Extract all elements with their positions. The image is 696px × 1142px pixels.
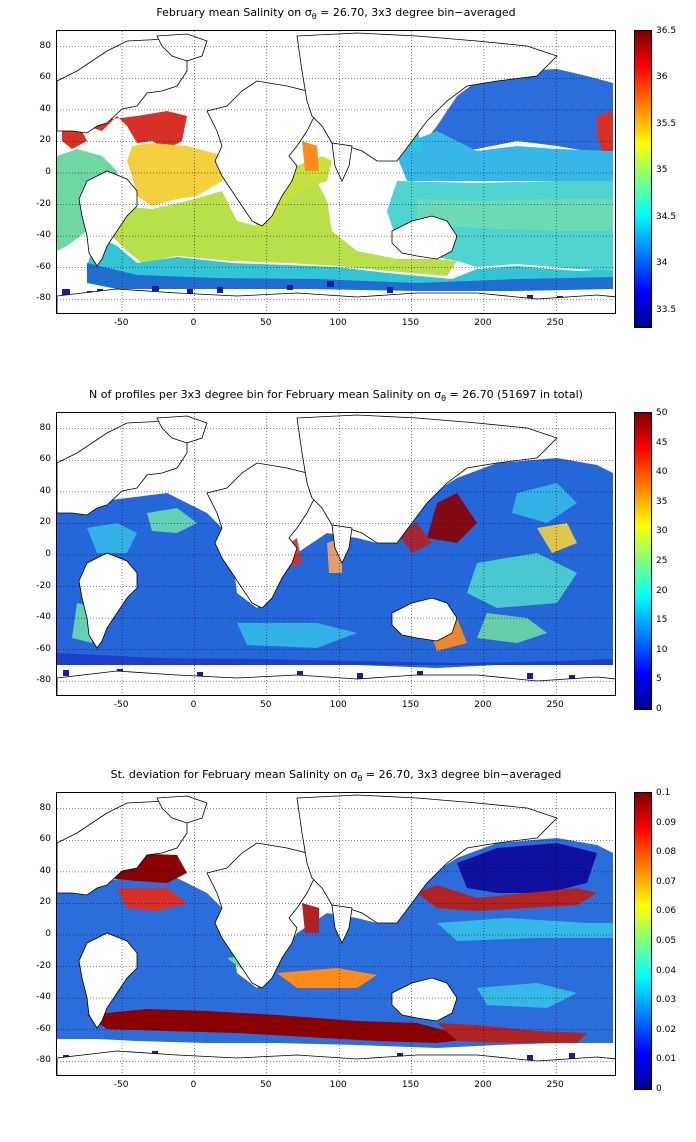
colorbar-tick: 15 — [656, 615, 668, 626]
colorbar-tick: 33.5 — [656, 305, 677, 315]
colorbar-tick: 34.5 — [656, 212, 677, 222]
x-tick: 200 — [474, 1080, 492, 1090]
colorbar-tick: 34 — [656, 258, 668, 268]
y-tick: -80 — [36, 1055, 51, 1066]
x-tick: 100 — [329, 1080, 347, 1090]
y-tick: 40 — [39, 485, 51, 496]
colorbar-tick: 0.03 — [656, 995, 677, 1006]
x-tick: 200 — [474, 318, 492, 328]
y-tick: -80 — [36, 293, 51, 304]
y-tick: 0 — [45, 167, 51, 177]
gridlines — [57, 413, 615, 695]
x-tick: 0 — [190, 318, 197, 328]
colorbar-tick: 0.01 — [656, 1054, 677, 1065]
colorbar-tick: 10 — [656, 644, 668, 655]
colorbar-tick: 35.5 — [656, 119, 677, 129]
colorbar-tick: 30 — [656, 526, 668, 537]
y-tick: 60 — [39, 454, 51, 465]
panel-title: February mean Salinity on σθ = 26.70, 3x… — [156, 6, 516, 22]
y-tick: 20 — [39, 135, 51, 146]
colorbar-tick: 40 — [656, 467, 668, 478]
colorbar-tick: 0 — [656, 704, 662, 714]
y-tick: -20 — [36, 580, 51, 591]
colorbar-tick: 0.05 — [656, 936, 677, 946]
x-tick: 50 — [260, 1080, 272, 1090]
y-tick: -40 — [36, 612, 51, 623]
colorbar-tick: 0.06 — [656, 906, 677, 917]
y-tick: 60 — [39, 72, 51, 83]
colorbar-tick: 5 — [656, 674, 662, 685]
x-tick: 150 — [401, 1080, 420, 1090]
colorbar-tick: 36.5 — [656, 26, 677, 36]
x-tick: 200 — [474, 700, 492, 710]
y-tick: 20 — [39, 897, 51, 908]
colorbar-tick: 20 — [656, 585, 668, 596]
salinity-map — [56, 30, 616, 314]
colorbar-tick: 0.02 — [656, 1024, 677, 1035]
salinity-map-svg — [57, 31, 615, 313]
x-tick: 0 — [190, 700, 197, 710]
std-deviation-fields — [57, 838, 613, 1061]
panel-salinity: February mean Salinity on σθ = 26.70, 3x… — [0, 0, 696, 380]
panel-std-deviation: St. deviation for February mean Salinity… — [0, 762, 696, 1142]
std-deviation-map-svg — [57, 793, 615, 1075]
x-tick: 100 — [329, 700, 347, 710]
y-tick: -60 — [36, 261, 51, 272]
y-tick: 60 — [39, 834, 51, 845]
colorbar-tick: 45 — [656, 437, 668, 448]
y-tick: 80 — [39, 422, 51, 433]
panel-title: N of profiles per 3x3 degree bin for Feb… — [89, 388, 583, 404]
colorbar-tick: 50 — [656, 408, 668, 418]
x-tick: 100 — [329, 318, 347, 328]
x-tick: 150 — [401, 700, 420, 710]
y-tick: -40 — [36, 992, 51, 1003]
y-tick: 80 — [39, 40, 51, 51]
x-tick: -50 — [113, 1080, 129, 1090]
colorbar-tick: 0.04 — [656, 965, 677, 976]
x-tick: 0 — [190, 1080, 197, 1090]
colorbar-tick: 0.08 — [656, 847, 677, 858]
colorbar-tick: 25 — [656, 556, 668, 566]
y-tick: -60 — [36, 1023, 51, 1034]
y-tick: 40 — [39, 103, 51, 114]
y-tick: 40 — [39, 865, 51, 876]
gridlines — [57, 793, 615, 1075]
colorbar — [634, 412, 652, 710]
y-tick: 0 — [45, 929, 51, 939]
x-tick: 50 — [260, 318, 272, 328]
colorbar-tick: 0.09 — [656, 817, 677, 828]
profile-count-map-svg — [57, 413, 615, 695]
y-tick: -20 — [36, 960, 51, 971]
panel-title: St. deviation for February mean Salinity… — [110, 768, 562, 784]
profile-count-fields — [57, 458, 613, 689]
y-tick: 80 — [39, 802, 51, 813]
x-tick: 50 — [260, 700, 272, 710]
colorbar-tick: 0.07 — [656, 876, 677, 887]
x-tick: 150 — [401, 318, 420, 328]
x-tick: -50 — [113, 700, 129, 710]
colorbar — [634, 30, 652, 328]
std-deviation-map — [56, 792, 616, 1076]
panel-profile-count: N of profiles per 3x3 degree bin for Feb… — [0, 382, 696, 762]
y-tick: -60 — [36, 643, 51, 654]
x-tick: 250 — [546, 1080, 564, 1090]
colorbar-tick: 0.1 — [656, 788, 671, 798]
colorbar-tick: 0 — [656, 1084, 662, 1094]
y-tick: -20 — [36, 198, 51, 209]
colorbar — [634, 792, 652, 1090]
gridlines — [57, 31, 615, 313]
y-tick: -40 — [36, 230, 51, 241]
colorbar-tick: 35 — [656, 165, 668, 175]
y-tick: 0 — [45, 549, 51, 559]
y-tick: 20 — [39, 517, 51, 528]
x-tick: 250 — [546, 318, 564, 328]
y-tick: -80 — [36, 675, 51, 686]
colorbar-tick: 36 — [656, 72, 668, 82]
x-tick: 250 — [546, 700, 564, 710]
colorbar-tick: 35 — [656, 496, 668, 507]
x-tick: -50 — [113, 318, 129, 328]
profile-count-map — [56, 412, 616, 696]
